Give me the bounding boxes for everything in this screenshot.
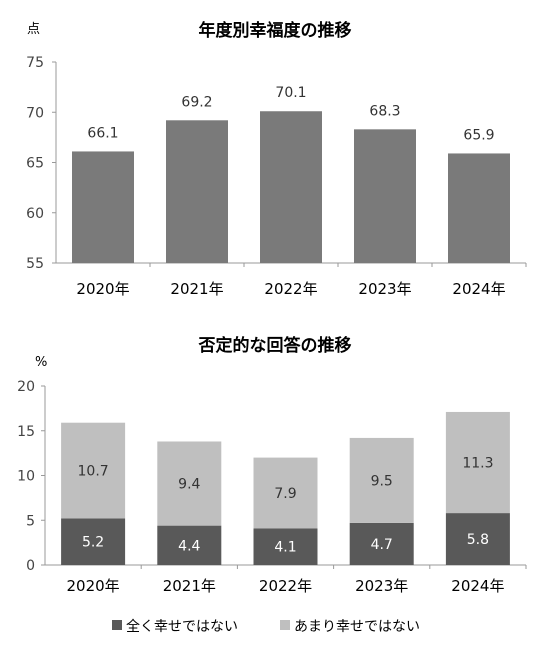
chart2-category-label: 2023年 — [355, 577, 408, 595]
chart2-y-tick-label: 0 — [26, 558, 35, 574]
chart1-data-label: 66.1 — [87, 125, 118, 141]
chart1-bar — [72, 151, 134, 263]
happiness-score-chart: 年度別幸福度の推移 点 55 60 65 70 75 66.1 2020年 69.2 2021年… — [26, 20, 527, 298]
chart2-bar-segment-not-very-happy — [157, 441, 222, 526]
chart1-y-tick-label: 60 — [26, 206, 44, 222]
chart1-data-label: 70.1 — [275, 85, 306, 101]
chart1-y-tick-label: 55 — [26, 256, 44, 272]
chart2-bar-segment-not-very-happy — [253, 457, 318, 529]
chart2-data-label: 5.8 — [467, 532, 489, 548]
chart2-y-unit: % — [35, 355, 47, 370]
legend-swatch — [112, 620, 122, 630]
chart2-category-label: 2020年 — [67, 577, 120, 595]
chart1-y-tick-label: 70 — [26, 105, 44, 121]
chart1-y-unit: 点 — [27, 22, 40, 37]
chart2-bar-segment-not-very-happy — [61, 422, 126, 519]
chart2-y-tick-label: 10 — [17, 469, 35, 485]
chart2-data-label: 11.3 — [462, 456, 493, 472]
chart1-title: 年度別幸福度の推移 — [199, 20, 352, 41]
chart2-data-label: 4.4 — [178, 538, 200, 554]
chart1-category-label: 2023年 — [358, 280, 411, 298]
chart1-data-label: 65.9 — [463, 127, 494, 143]
chart2-title: 否定的な回答の推移 — [198, 335, 352, 356]
chart2-bar-segment-not-happy-at-all — [253, 528, 318, 565]
chart1-data-label: 68.3 — [369, 103, 400, 119]
chart2-bar-segment-not-very-happy — [349, 437, 414, 523]
legend-swatch — [280, 620, 290, 630]
chart2-bar-segment-not-happy-at-all — [349, 522, 414, 565]
chart2-data-label: 4.7 — [371, 537, 393, 553]
chart1-bar — [354, 129, 416, 263]
chart2-bar-segment-not-happy-at-all — [61, 518, 126, 565]
chart2-data-label: 9.4 — [178, 477, 200, 493]
chart2-data-label: 9.5 — [371, 473, 393, 489]
chart2-category-label: 2021年 — [163, 577, 216, 595]
chart1-category-label: 2020年 — [76, 280, 129, 298]
chart2-bar-segment-not-happy-at-all — [157, 525, 222, 565]
chart1-bar — [448, 153, 510, 263]
chart2-data-label: 4.1 — [274, 540, 296, 556]
chart1-bar — [260, 111, 322, 264]
chart2-category-label: 2024年 — [451, 577, 504, 595]
chart2-bar-segment-not-very-happy — [445, 411, 510, 514]
chart2-y-tick-label: 20 — [17, 379, 35, 395]
chart2-bar-segment-not-happy-at-all — [445, 513, 510, 565]
chart2-data-label: 7.9 — [274, 486, 296, 502]
legend-label: あまり幸せではない — [294, 619, 420, 635]
chart1-bar — [166, 120, 228, 263]
legend-label: 全く幸せではない — [126, 618, 238, 635]
chart2-data-label: 10.7 — [78, 464, 109, 480]
chart2-y-tick-label: 5 — [26, 513, 35, 529]
chart1-data-label: 69.2 — [181, 94, 212, 110]
negative-response-chart: 否定的な回答の推移 % 0 5 10 15 20 5.2 10.7 2020年 4.4 9.4 20… — [17, 335, 527, 635]
chart1-category-label: 2021年 — [170, 280, 223, 298]
chart1-y-tick-label: 75 — [26, 55, 44, 71]
chart1-y-tick-label: 65 — [26, 156, 44, 172]
chart2-y-tick-label: 15 — [17, 424, 35, 440]
chart2-category-label: 2022年 — [259, 577, 312, 595]
chart1-category-label: 2024年 — [452, 280, 505, 298]
chart2-data-label: 5.2 — [82, 535, 104, 551]
chart1-category-label: 2022年 — [264, 280, 317, 298]
